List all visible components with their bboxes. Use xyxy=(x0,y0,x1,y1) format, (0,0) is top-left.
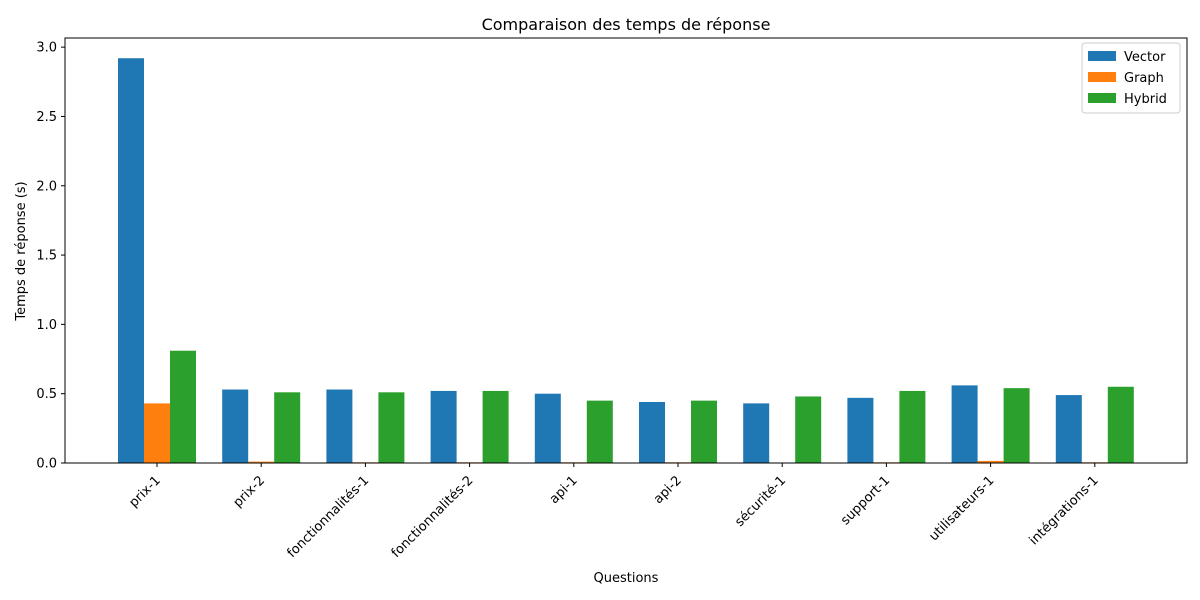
bar-hybrid-4 xyxy=(482,390,509,463)
plot-frame xyxy=(64,37,1188,464)
bar-vector-5 xyxy=(534,393,561,463)
legend-label-hybrid: Hybrid xyxy=(1124,92,1167,107)
chart-title: Comparaison des temps de réponse xyxy=(482,15,771,34)
bars-group xyxy=(118,58,1134,463)
bar-hybrid-2 xyxy=(274,392,301,463)
bar-vector-7 xyxy=(743,403,770,463)
bar-hybrid-6 xyxy=(691,400,717,463)
y-tick-label: 2.0 xyxy=(36,179,57,194)
legend-swatch-vector xyxy=(1088,51,1116,61)
bar-hybrid-9 xyxy=(1003,388,1030,463)
legend-swatch-graph xyxy=(1088,72,1116,82)
y-tick-label: 0.5 xyxy=(36,387,57,402)
y-tick-label: 1.5 xyxy=(36,249,57,264)
bar-hybrid-5 xyxy=(586,400,613,463)
y-tick-label: 3.0 xyxy=(36,41,57,56)
bar-graph-1 xyxy=(144,403,170,463)
bar-graph-9 xyxy=(977,460,1004,463)
bar-hybrid-1 xyxy=(170,350,196,463)
bar-hybrid-8 xyxy=(899,390,926,463)
legend: Vector Graph Hybrid xyxy=(1081,42,1181,114)
bar-vector-1 xyxy=(118,58,144,463)
y-axis: 0.0 0.5 1.0 1.5 2.0 2.5 3.0 xyxy=(36,41,65,472)
bar-vector-10 xyxy=(1055,395,1082,463)
legend-label-vector: Vector xyxy=(1124,50,1166,65)
y-tick-label: 1.0 xyxy=(36,318,57,333)
y-tick-label: 2.5 xyxy=(36,110,57,125)
y-axis-label: Temps de réponse (s) xyxy=(14,181,29,321)
y-tick-label: 0.0 xyxy=(36,457,57,472)
bar-vector-4 xyxy=(430,390,457,463)
bar-vector-3 xyxy=(326,389,353,463)
bar-hybrid-7 xyxy=(795,396,822,463)
bar-hybrid-10 xyxy=(1107,386,1134,463)
x-axis-label: Questions xyxy=(594,571,659,586)
legend-swatch-hybrid xyxy=(1088,93,1116,103)
bar-vector-9 xyxy=(951,385,978,463)
bar-vector-6 xyxy=(639,402,665,463)
bar-vector-2 xyxy=(222,389,249,463)
bar-graph-2 xyxy=(248,461,275,463)
bar-vector-8 xyxy=(847,397,874,463)
bar-hybrid-3 xyxy=(378,392,405,463)
legend-label-graph: Graph xyxy=(1124,71,1164,86)
